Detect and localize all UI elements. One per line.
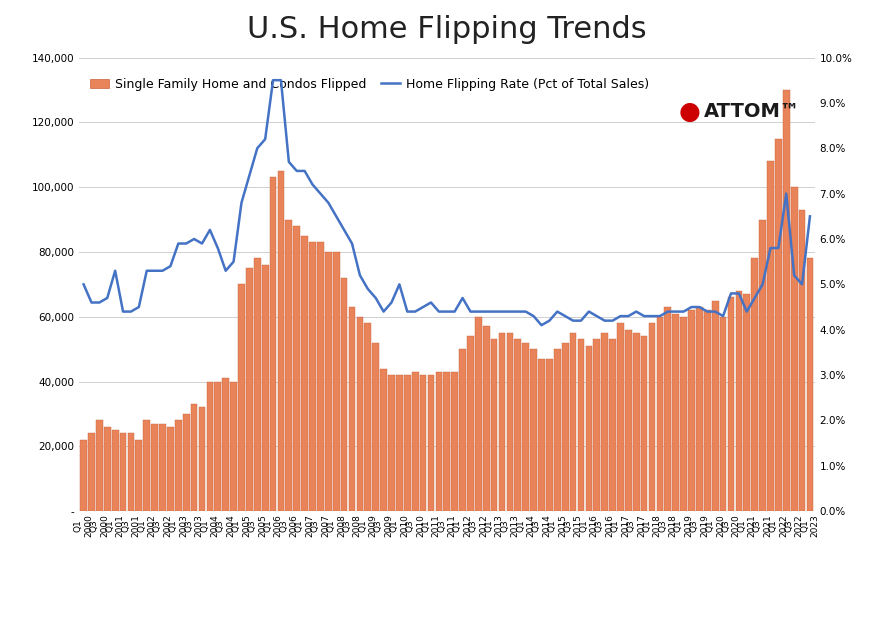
Bar xyxy=(640,336,647,511)
Bar xyxy=(451,372,458,511)
Bar xyxy=(546,359,553,511)
Bar xyxy=(128,433,134,511)
Bar xyxy=(665,307,671,511)
Bar xyxy=(96,420,102,511)
Bar xyxy=(278,171,285,511)
Bar xyxy=(293,226,300,511)
Bar xyxy=(506,333,513,511)
Bar xyxy=(720,317,726,511)
Bar xyxy=(475,317,482,511)
Bar xyxy=(341,278,348,511)
Bar xyxy=(799,210,805,511)
Bar xyxy=(577,339,584,511)
Bar xyxy=(554,349,561,511)
Bar xyxy=(286,220,293,511)
Bar xyxy=(522,343,529,511)
Bar xyxy=(443,372,450,511)
Bar xyxy=(467,336,474,511)
Bar xyxy=(412,372,419,511)
Bar xyxy=(120,433,126,511)
Bar xyxy=(317,242,324,511)
Bar xyxy=(223,378,229,511)
Text: ATTOM™: ATTOM™ xyxy=(703,102,800,121)
Bar xyxy=(104,427,110,511)
Bar xyxy=(270,178,277,511)
Bar xyxy=(689,311,695,511)
Bar xyxy=(775,139,781,511)
Bar xyxy=(333,252,340,511)
Bar xyxy=(601,333,608,511)
Bar xyxy=(254,258,261,511)
Bar xyxy=(649,323,655,511)
Bar xyxy=(136,440,142,511)
Bar xyxy=(167,427,173,511)
Bar xyxy=(783,90,789,511)
Bar xyxy=(246,268,253,511)
Bar xyxy=(309,242,316,511)
Bar xyxy=(562,343,569,511)
Bar xyxy=(112,430,118,511)
Bar xyxy=(88,433,95,511)
Bar xyxy=(152,424,158,511)
Text: ●: ● xyxy=(679,100,701,124)
Bar xyxy=(609,339,616,511)
Bar xyxy=(569,333,576,511)
Bar xyxy=(396,375,403,511)
Bar xyxy=(617,323,624,511)
Bar xyxy=(159,424,166,511)
Bar xyxy=(696,307,703,511)
Bar xyxy=(230,381,237,511)
Bar xyxy=(380,369,387,511)
Bar xyxy=(593,339,600,511)
Bar xyxy=(404,375,411,511)
Bar xyxy=(791,187,797,511)
Bar xyxy=(175,420,181,511)
Bar xyxy=(215,381,221,511)
Bar xyxy=(262,265,269,511)
Bar xyxy=(657,317,663,511)
Bar xyxy=(712,300,718,511)
Bar xyxy=(388,375,395,511)
Bar xyxy=(372,343,379,511)
Bar xyxy=(538,359,545,511)
Bar xyxy=(728,297,734,511)
Bar xyxy=(420,375,427,511)
Legend: Single Family Home and Condos Flipped, Home Flipping Rate (Pct of Total Sales): Single Family Home and Condos Flipped, H… xyxy=(85,73,654,96)
Bar xyxy=(530,349,537,511)
Bar xyxy=(625,330,632,511)
Bar xyxy=(483,327,490,511)
Bar xyxy=(632,333,639,511)
Bar xyxy=(673,314,679,511)
Bar xyxy=(357,317,364,511)
Bar xyxy=(427,375,434,511)
Bar xyxy=(144,420,150,511)
Bar xyxy=(736,291,742,511)
Bar xyxy=(349,307,356,511)
Bar xyxy=(807,258,813,511)
Bar xyxy=(183,414,189,511)
Bar xyxy=(325,252,332,511)
Bar xyxy=(238,284,244,511)
Bar xyxy=(364,323,371,511)
Bar xyxy=(752,258,758,511)
Bar xyxy=(191,404,197,511)
Bar xyxy=(301,236,308,511)
Bar xyxy=(491,339,498,511)
Bar xyxy=(498,333,505,511)
Bar xyxy=(681,317,687,511)
Bar xyxy=(704,311,710,511)
Bar xyxy=(459,349,466,511)
Bar xyxy=(514,339,521,511)
Bar xyxy=(767,161,774,511)
Bar xyxy=(585,346,592,511)
Bar xyxy=(759,220,766,511)
Bar xyxy=(207,381,213,511)
Bar xyxy=(199,408,205,511)
Bar xyxy=(435,372,442,511)
Bar xyxy=(744,294,750,511)
Bar xyxy=(81,440,87,511)
Title: U.S. Home Flipping Trends: U.S. Home Flipping Trends xyxy=(247,15,646,44)
